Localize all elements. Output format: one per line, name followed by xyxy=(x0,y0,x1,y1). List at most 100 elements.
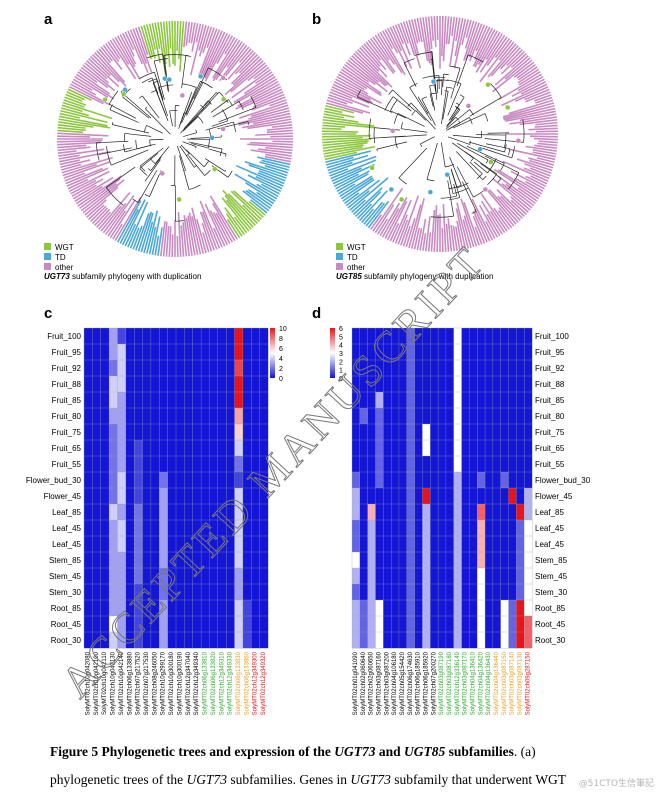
tree-branch-tip xyxy=(191,216,202,255)
tree-branch-tip xyxy=(107,210,127,237)
heatmap-cell xyxy=(209,551,219,569)
heatmap-cell xyxy=(192,503,202,521)
heatmap-cell xyxy=(477,631,486,649)
heatmap-cell xyxy=(477,567,486,585)
tree-arc xyxy=(487,173,498,186)
tree-branch-tip xyxy=(94,208,111,226)
tree-branch-tip xyxy=(82,64,116,92)
tree-branch-tip xyxy=(501,83,548,107)
heatmap-cell xyxy=(100,359,110,377)
heatmap-cell xyxy=(492,455,502,473)
row-label: Leaf_45 xyxy=(535,524,564,533)
tree-branch-tip xyxy=(359,47,388,78)
tree-arc xyxy=(224,169,227,172)
tree-arc xyxy=(497,178,502,183)
heatmap-cell xyxy=(383,583,392,601)
column-label: SolyMT02ch10g042080 xyxy=(85,651,91,715)
tree-branch-tip xyxy=(372,36,390,61)
tree-branch-tip xyxy=(248,107,290,120)
tree-arc xyxy=(145,106,148,109)
heatmap-cell xyxy=(159,567,168,585)
heatmap-cell xyxy=(406,583,415,601)
tree-branch xyxy=(441,87,448,125)
heatmap-cell xyxy=(134,359,143,377)
tree-branch-tip xyxy=(508,99,554,115)
tree-branch-tip xyxy=(498,207,515,227)
heatmap-cell xyxy=(242,391,252,409)
column-label: SolyMT02ch06g174630 xyxy=(408,651,414,715)
tree-branch-tip xyxy=(340,177,374,200)
heatmap-cell xyxy=(477,551,486,569)
heatmap-cell xyxy=(150,503,160,521)
heatmap-cell xyxy=(117,407,127,425)
heatmap-cell xyxy=(375,503,384,521)
heatmap-cell xyxy=(83,551,93,569)
tree-arc xyxy=(455,116,459,121)
column-label: SolyMT02ch03g087150 xyxy=(502,651,508,715)
tree-arc xyxy=(188,184,201,190)
tree-branch-tip xyxy=(109,199,136,239)
row-label: Stem_30 xyxy=(535,588,568,597)
tree-branch-tip xyxy=(329,168,349,177)
tree-branch-tip xyxy=(511,78,545,97)
heatmap-cell xyxy=(422,327,431,345)
heatmap-cell xyxy=(422,519,431,537)
caption-line2-c: subfamily that underwent WGT xyxy=(390,772,567,787)
heatmap-cell xyxy=(125,423,135,441)
heatmap-cell xyxy=(445,455,455,473)
tree-branch xyxy=(426,142,438,180)
heatmap-cell xyxy=(422,439,431,457)
heatmap-cell xyxy=(437,471,447,489)
heatmap-cell xyxy=(351,487,361,505)
heatmap-cell xyxy=(414,439,423,457)
tree-branch-tip xyxy=(145,210,159,254)
tree-branch-tip xyxy=(58,154,80,160)
tree-branch-tip xyxy=(515,177,543,195)
tree-branch-tip xyxy=(177,212,182,257)
heatmap-cell xyxy=(477,375,486,393)
color-scale-tick: 0 xyxy=(279,376,283,383)
tree-duplication-node xyxy=(162,75,168,82)
heatmap-cell xyxy=(226,487,235,505)
heatmap-cell xyxy=(209,567,219,585)
tree-branch-tip xyxy=(361,45,381,67)
heatmap-cell xyxy=(492,615,502,633)
heatmap-cell xyxy=(414,407,423,425)
heatmap-cell xyxy=(117,391,127,409)
heatmap-cell xyxy=(234,503,244,521)
caption-gene-1: UGT73 xyxy=(334,744,376,759)
tree-branch-tip xyxy=(410,198,425,249)
tree-branch-tip xyxy=(247,64,268,82)
heatmap-cell xyxy=(134,567,143,585)
heatmap-cell xyxy=(159,423,168,441)
heatmap-cell xyxy=(259,375,269,393)
heatmap-cell xyxy=(83,519,93,537)
tree-branch-tip xyxy=(520,80,547,95)
heatmap-cell xyxy=(484,391,494,409)
heatmap-cell xyxy=(108,487,118,505)
tree-branch-tip xyxy=(227,50,254,80)
tree-branch-tip xyxy=(353,187,383,215)
heatmap-cell xyxy=(234,567,244,585)
heatmap-cell xyxy=(159,503,168,521)
heatmap-cell xyxy=(150,423,160,441)
tree-branch-tip xyxy=(492,177,531,211)
tree-arc xyxy=(398,177,407,185)
heatmap-cell xyxy=(453,487,462,505)
heatmap-cell xyxy=(375,567,384,585)
tree-branch-tip xyxy=(381,30,394,50)
tree-branch xyxy=(429,94,434,107)
tree-branch-tip xyxy=(492,59,533,93)
heatmap-cell xyxy=(83,599,93,617)
heatmap-cell xyxy=(422,535,431,553)
heatmap-cell xyxy=(175,327,185,345)
heatmap-cell xyxy=(234,551,244,569)
tree-branch-tip xyxy=(137,26,149,56)
heatmap-cell xyxy=(359,391,369,409)
tree-branch xyxy=(447,83,462,116)
tree-branch xyxy=(150,156,162,171)
heatmap-cell xyxy=(92,391,102,409)
heatmap-cell xyxy=(492,423,502,441)
heatmap-cell xyxy=(184,439,194,457)
heatmap-cell xyxy=(83,487,93,505)
